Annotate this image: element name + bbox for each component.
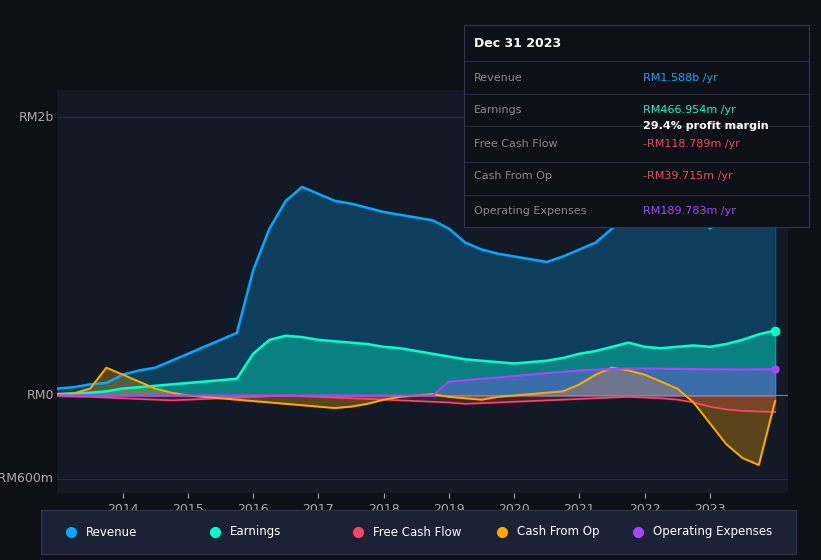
Text: Operating Expenses: Operating Expenses (653, 525, 772, 539)
Text: Dec 31 2023: Dec 31 2023 (475, 37, 562, 50)
Text: Cash From Op: Cash From Op (517, 525, 599, 539)
Text: RM189.783m /yr: RM189.783m /yr (643, 206, 736, 216)
Text: Revenue: Revenue (86, 525, 138, 539)
Text: Earnings: Earnings (230, 525, 282, 539)
Text: RM0: RM0 (26, 389, 54, 402)
Text: Cash From Op: Cash From Op (475, 171, 552, 181)
Text: Revenue: Revenue (475, 73, 523, 83)
Text: RM2b: RM2b (19, 111, 54, 124)
Text: -RM600m: -RM600m (0, 473, 54, 486)
Text: -RM118.789m /yr: -RM118.789m /yr (643, 139, 740, 149)
Text: RM1.588b /yr: RM1.588b /yr (643, 73, 718, 83)
Text: Free Cash Flow: Free Cash Flow (475, 139, 557, 149)
Text: Earnings: Earnings (475, 105, 523, 115)
Text: RM466.954m /yr: RM466.954m /yr (643, 105, 736, 115)
Text: 29.4% profit margin: 29.4% profit margin (643, 121, 768, 131)
Text: -RM39.715m /yr: -RM39.715m /yr (643, 171, 733, 181)
Text: Free Cash Flow: Free Cash Flow (374, 525, 461, 539)
Text: Operating Expenses: Operating Expenses (475, 206, 586, 216)
